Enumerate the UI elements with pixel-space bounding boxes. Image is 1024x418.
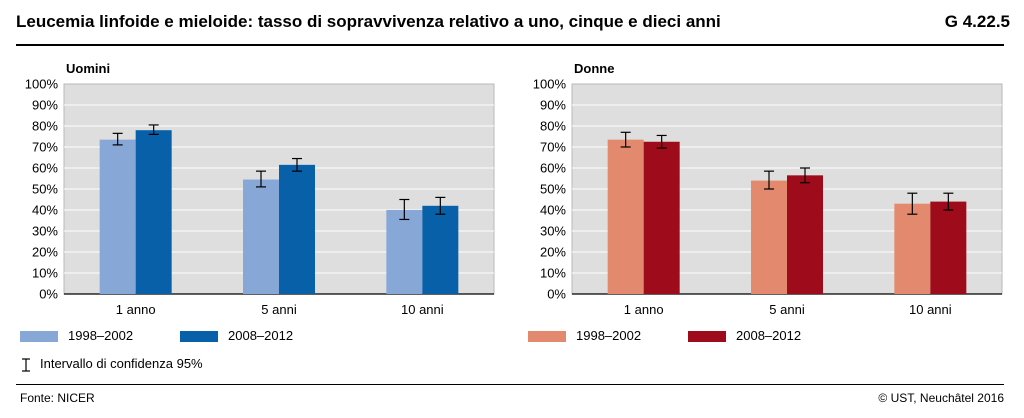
y-tick-label: 10% [540, 266, 566, 281]
x-category-label: 10 anni [401, 302, 444, 317]
y-tick-label: 50% [540, 182, 566, 197]
footer-rule [16, 384, 1004, 385]
y-tick-label: 0% [39, 287, 58, 302]
legend-swatch [20, 331, 58, 342]
legend-swatch [180, 331, 218, 342]
figure-header: Leucemia linfoide e mieloide: tasso di s… [16, 12, 1010, 42]
y-tick-label: 60% [540, 161, 566, 176]
legend-label: 2008–2012 [736, 328, 802, 343]
bar [894, 203, 931, 294]
chart-title: Uomini [66, 61, 110, 76]
y-tick-label: 70% [540, 140, 566, 155]
header-rule [16, 44, 1004, 46]
chart-donne: Donne 0% 10% 20% 30% 40% 50% 60% 70% 80% 90% 100% 1 … [533, 61, 1003, 317]
y-tick-label: 90% [32, 98, 58, 113]
error-bar [943, 192, 954, 211]
bar [751, 180, 787, 294]
y-tick-label: 40% [540, 203, 566, 218]
error-bar [800, 167, 810, 184]
error-bar [620, 131, 631, 148]
y-tick-label: 60% [32, 161, 58, 176]
y-tick-label: 30% [540, 224, 566, 239]
bar [930, 201, 967, 294]
error-bar [292, 157, 302, 172]
error-bar [435, 196, 446, 215]
error-bar [656, 134, 667, 149]
figure-title: Leucemia linfoide e mieloide: tasso di s… [16, 12, 721, 31]
bar [243, 179, 279, 294]
legend-swatch [688, 331, 726, 342]
error-bar [148, 124, 159, 136]
bar [386, 210, 423, 294]
bar [99, 139, 136, 294]
y-tick-label: 0% [547, 287, 566, 302]
y-tick-label: 40% [32, 203, 58, 218]
x-category-label: 1 anno [116, 302, 156, 317]
legend-label: 1998–2002 [576, 328, 642, 343]
chart-uomini: Uomini 0% 10% 20% 30% 40% 50% 60% 70% 80% 90% 100% 1… [25, 61, 495, 317]
x-category-label: 5 anni [769, 302, 805, 317]
bar [422, 205, 459, 294]
source-note: Fonte: NICER [20, 391, 95, 405]
y-tick-label: 20% [32, 245, 58, 260]
y-tick-label: 30% [32, 224, 58, 239]
y-tick-label: 10% [32, 266, 58, 281]
confidence-interval-label: Intervallo di confidenza 95% [40, 356, 203, 371]
figure-code: G 4.22.5 [944, 12, 1010, 31]
bar [643, 141, 680, 294]
error-bar [256, 170, 266, 188]
error-bar [764, 170, 774, 190]
error-bar-icon [22, 358, 30, 372]
y-tick-label: 90% [540, 98, 566, 113]
error-bar [907, 192, 918, 215]
bar [279, 164, 315, 294]
y-tick-label: 100% [533, 77, 567, 92]
y-tick-label: 20% [540, 245, 566, 260]
legend-label: 1998–2002 [68, 328, 134, 343]
bar [135, 130, 172, 294]
error-bar [112, 132, 123, 146]
x-category-label: 5 anni [261, 302, 297, 317]
legend-swatch [528, 331, 566, 342]
chart-title: Donne [574, 61, 614, 76]
y-tick-label: 70% [32, 140, 58, 155]
copyright-note: © UST, Neuchâtel 2016 [878, 391, 1004, 405]
x-category-label: 1 anno [624, 302, 664, 317]
y-tick-label: 80% [32, 119, 58, 134]
y-tick-label: 80% [540, 119, 566, 134]
bar [787, 175, 823, 294]
y-tick-label: 50% [32, 182, 58, 197]
legend-label: 2008–2012 [228, 328, 294, 343]
bar [607, 139, 644, 294]
error-bar [399, 198, 410, 221]
y-tick-label: 100% [25, 77, 59, 92]
x-category-label: 10 anni [909, 302, 952, 317]
